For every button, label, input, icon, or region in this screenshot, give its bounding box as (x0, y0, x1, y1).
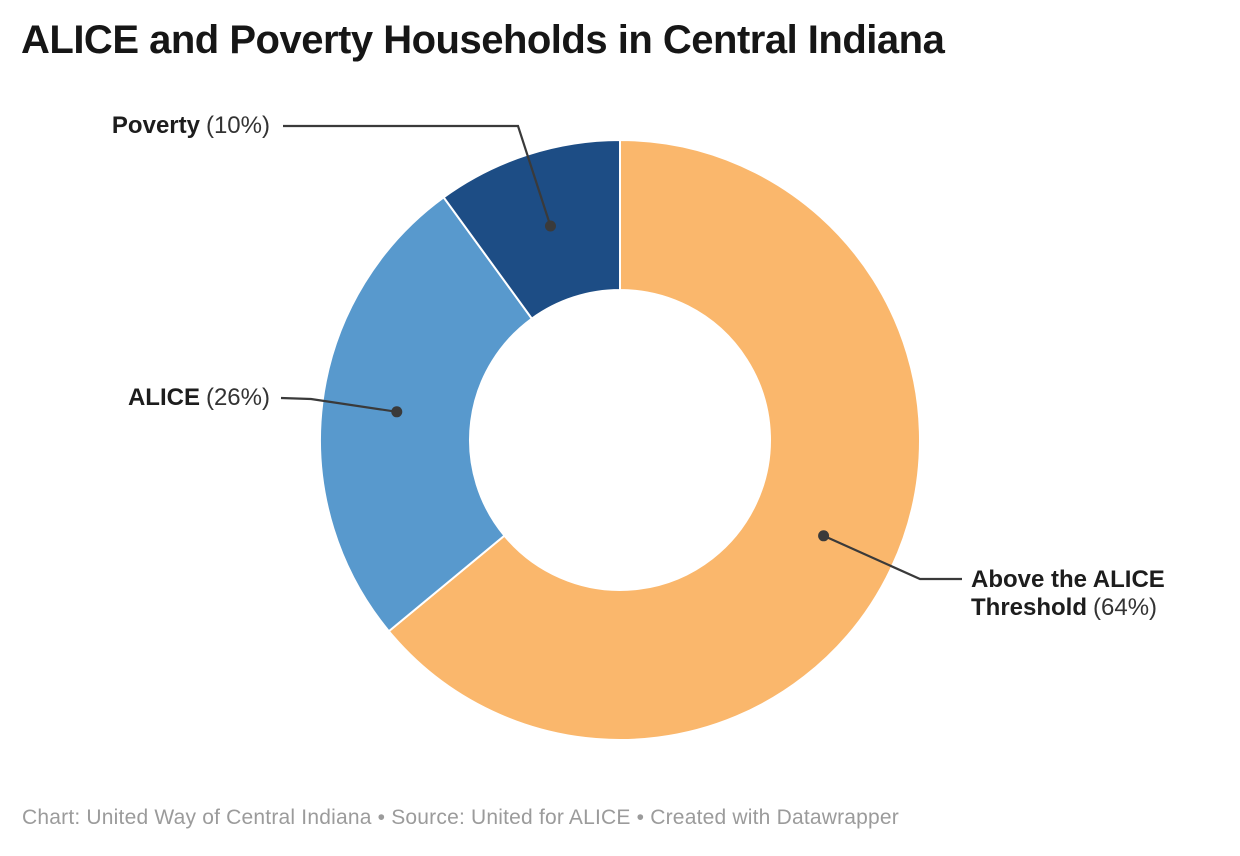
connector-dot (818, 530, 830, 542)
slice-above-the-alice-threshold[interactable] (387, 138, 921, 741)
connector-line (283, 124, 552, 227)
connector-dot (544, 220, 556, 232)
label-poverty-value: (10%) (205, 112, 270, 139)
label-alice-name: ALICE (127, 384, 200, 411)
slice-poverty[interactable] (442, 138, 621, 321)
label-above-threshold-name: Above the ALICE Threshold (971, 566, 1165, 621)
connector-line (823, 534, 962, 581)
label-above-threshold: Above the ALICE Threshold (64%) (971, 566, 1203, 622)
label-poverty: Poverty (10%) (112, 112, 270, 140)
connector-dot (391, 406, 403, 418)
label-above-threshold-value: (64%) (1093, 594, 1158, 621)
label-alice: ALICE (26%) (128, 384, 270, 412)
slice-alice[interactable] (319, 195, 534, 633)
chart-footer-attribution: Chart: United Way of Central Indiana • S… (22, 806, 900, 829)
label-alice-value: (26%) (205, 384, 270, 411)
connector-line (280, 396, 397, 413)
chart-title: ALICE and Poverty Households in Central … (21, 18, 945, 62)
label-poverty-name: Poverty (111, 112, 200, 139)
